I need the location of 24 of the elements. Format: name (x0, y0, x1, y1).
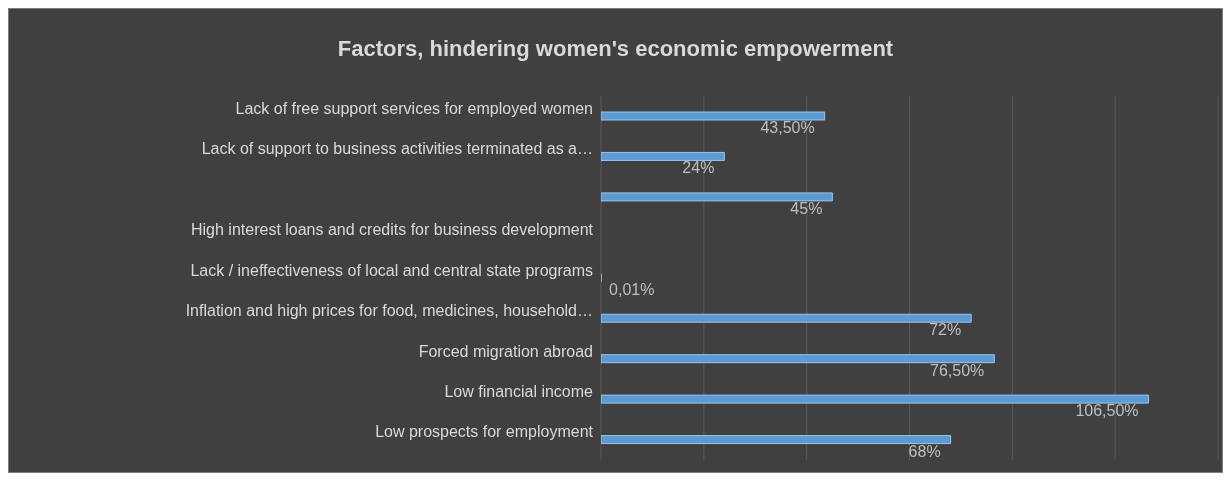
bar (601, 435, 952, 445)
data-label: 45% (790, 199, 823, 217)
y-tick-label: Lack / ineffectiveness of local and central state programs (190, 261, 593, 279)
data-label: 106,50% (1075, 402, 1139, 420)
y-tick-label: Inflation and high prices for food, medicines, household… (185, 302, 593, 320)
data-label: 72% (929, 321, 962, 339)
data-label: 43,50% (760, 119, 815, 136)
bar (601, 151, 725, 161)
bar (601, 394, 1150, 404)
y-tick-label: High interest loans and credits for business development (191, 221, 594, 239)
data-label: 76,50% (930, 361, 985, 379)
y-tick-label: Low prospects for employment (375, 423, 594, 441)
chart-title: Factors, hindering women's economic empowerment (336, 35, 895, 63)
bar (601, 354, 995, 364)
y-tick-label: Forced migration abroad (418, 342, 593, 360)
y-tick-label: Lack of free support services for employed women (235, 99, 593, 117)
data-label: 0,01% (609, 280, 655, 298)
bar (601, 111, 826, 121)
y-tick-label: Lack of support to business activities terminated as a… (201, 140, 593, 158)
y-tick-label: Low financial income (444, 383, 594, 401)
bar (601, 313, 972, 323)
bar (601, 192, 833, 202)
data-label: 68% (908, 442, 941, 460)
data-label: 24% (682, 159, 715, 177)
